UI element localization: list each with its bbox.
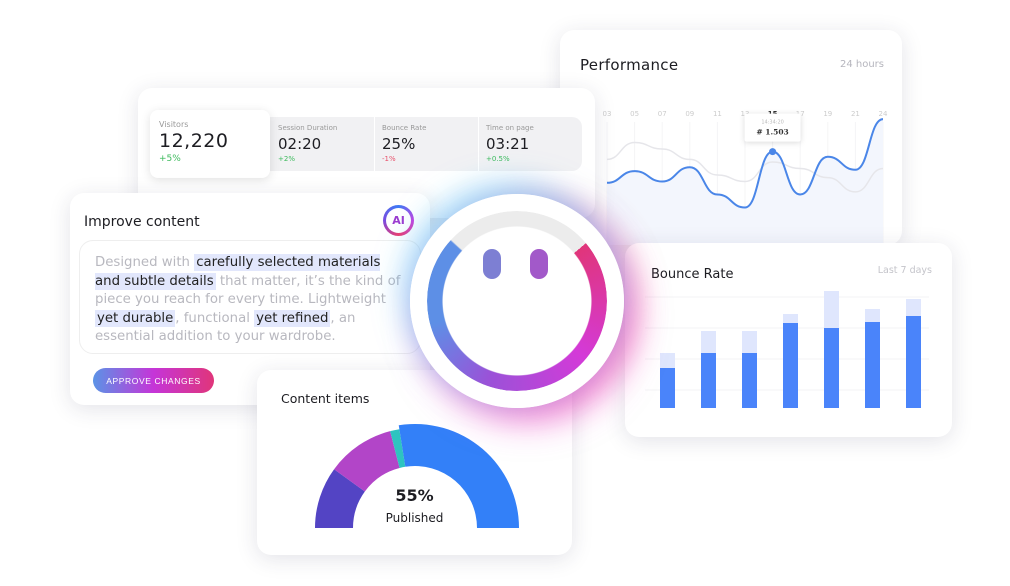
text-segment: that matter, it’s the kind of piece you … [95,273,401,308]
donut-segment [315,469,365,528]
bar-segment [701,353,716,408]
highlighted-phrase: yet durable [95,309,176,327]
stat-delta: +2% [278,155,295,163]
text-segment: , functional [175,310,255,326]
stat-label: Bounce Rate [382,124,427,132]
bar-segment [865,322,880,408]
stat-label: Time on page [486,124,534,132]
stat-value: 25% [382,135,416,153]
bar-segment-light [865,309,880,322]
bar-segment [906,316,921,408]
ai-badge-icon[interactable]: AI [383,205,414,236]
improve-content-card: Improve content AI Designed with careful… [70,193,430,405]
donut-segment [398,424,519,528]
text-segment: , an essential addition to your wardrobe… [95,310,356,345]
performance-line-chart: 030507091113151719212414:34:20# 1.503 [603,110,888,245]
mascot-left-eye [483,249,501,279]
x-tick-label: 17 [796,110,805,118]
x-tick-label: 21 [851,110,860,118]
content-items-title: Content items [281,391,370,406]
bounce-bar-chart [645,291,929,408]
tooltip-time: 14:34:20 [761,120,783,126]
highlight-point [769,148,777,156]
x-tick-label: 11 [713,110,722,118]
stat-value: 03:21 [486,135,530,153]
stat-bounce-rate: Bounce Rate 25% -1% [374,117,426,171]
bar-segment [660,368,675,408]
performance-title: Performance [580,56,679,74]
tooltip-value: # 1.503 [756,128,788,137]
mascot-smile-ring [427,211,607,391]
approve-changes-button[interactable]: APPROVE CHANGES [93,368,214,393]
stat-delta: -1% [382,155,396,163]
donut-segment [334,431,400,492]
bounce-rate-card: Bounce Rate Last 7 days [625,243,952,437]
bounce-range[interactable]: Last 7 days [877,265,932,276]
ai-badge-label: AI [386,208,411,233]
stat-time-on-page: Time on page 03:21 +0.5% [478,117,534,171]
bar-segment-light [783,314,798,323]
x-tick-label: 13 [741,110,750,118]
content-items-half-donut [315,424,519,528]
mascot-right-eye [530,249,548,279]
bar-segment-light [824,291,839,328]
bar-segment [824,328,839,408]
bar-segment-light [906,299,921,316]
stat-label: Visitors [159,120,189,129]
performance-card: Performance 24 hours 0305070911131517192… [560,30,902,245]
bounce-title: Bounce Rate [651,267,734,282]
stat-session-duration: Session Duration 02:20 +2% [270,117,337,171]
bar-segment [742,353,757,408]
bar-segment [783,323,798,408]
x-tick-label: 07 [658,110,667,118]
tooltip-box [744,113,801,142]
bar-segment-light [742,331,757,353]
divider [374,117,375,171]
x-tick-label: 03 [603,110,612,118]
bar-segment-light [660,353,675,368]
improve-title: Improve content [84,214,200,230]
line-area [607,119,883,245]
x-tick-label: 24 [879,110,888,118]
donut-segment [390,429,406,468]
x-tick-label: 09 [685,110,694,118]
performance-range[interactable]: 24 hours [839,59,884,70]
series-line-secondary [606,141,884,193]
stat-value: 02:20 [278,135,322,153]
text-segment: Designed with [95,255,195,270]
stat-visitors[interactable]: Visitors 12,220 +5% [150,110,270,178]
highlighted-phrase: yet refined [254,309,331,327]
x-tick-label: 05 [630,110,639,118]
published-percent: 55% [395,486,434,505]
x-tick-label: 19 [823,110,832,118]
content-text-area[interactable]: Designed with carefully selected materia… [79,240,421,354]
published-caption: Published [385,511,444,525]
stat-label: Session Duration [278,124,338,132]
series-line-primary [606,118,884,209]
bar-segment-light [701,331,716,353]
stat-delta: +5% [159,154,181,164]
stat-value: 12,220 [159,130,229,152]
divider [478,117,479,171]
stat-delta: +0.5% [486,155,510,163]
